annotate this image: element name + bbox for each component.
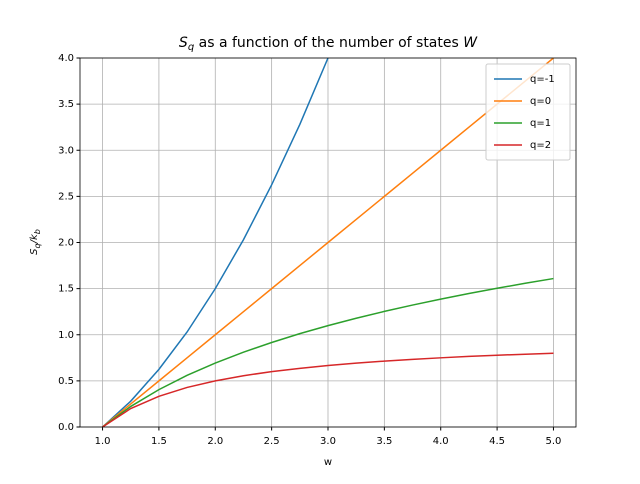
ylabel-part: /k (29, 233, 40, 244)
title-part: q (188, 42, 194, 53)
y-tick-label: 1.5 (58, 284, 74, 295)
x-tick-label: 3.5 (376, 436, 392, 447)
series-line (102, 58, 554, 427)
ylabel-part: S (29, 248, 40, 255)
series-line (102, 58, 329, 427)
title-part: S (179, 35, 188, 51)
x-axis-label: w (324, 457, 332, 468)
series-line (102, 352, 554, 427)
plot-area (102, 58, 554, 427)
ylabel-part: q (33, 243, 42, 248)
title-part: as a function of the number of states (194, 35, 463, 51)
y-tick-label: 1.0 (58, 330, 74, 341)
series-line (102, 277, 554, 427)
title-part: W (463, 35, 478, 51)
y-tick-label: 0.0 (58, 422, 74, 433)
chart-title: Sq as a function of the number of states… (179, 35, 478, 53)
x-tick-label: 3.0 (320, 436, 336, 447)
x-tick-label: 5.0 (546, 436, 562, 447)
legend-label: q=2 (530, 140, 551, 151)
y-tick-label: 0.5 (58, 376, 74, 387)
y-tick-label: 3.0 (58, 145, 74, 156)
legend-label: q=0 (530, 96, 551, 107)
y-tick-label: 4.0 (58, 53, 74, 64)
x-tick-label: 1.5 (151, 436, 167, 447)
x-tick-label: 1.0 (95, 436, 111, 447)
y-axis-label: Sq/kb (29, 229, 42, 255)
x-tick-label: 2.5 (264, 436, 280, 447)
y-tick-label: 2.0 (58, 238, 74, 249)
ylabel-part: b (33, 229, 42, 234)
y-tick-label: 3.5 (58, 99, 74, 110)
axes-frame (79, 57, 577, 428)
y-tick-label: 2.5 (58, 191, 74, 202)
legend-label: q=1 (530, 118, 551, 129)
x-tick-label: 4.0 (433, 436, 449, 447)
x-tick-label: 2.0 (207, 436, 223, 447)
legend-label: q=-1 (530, 74, 555, 85)
legend-box (485, 63, 571, 161)
x-tick-label: 4.5 (489, 436, 505, 447)
